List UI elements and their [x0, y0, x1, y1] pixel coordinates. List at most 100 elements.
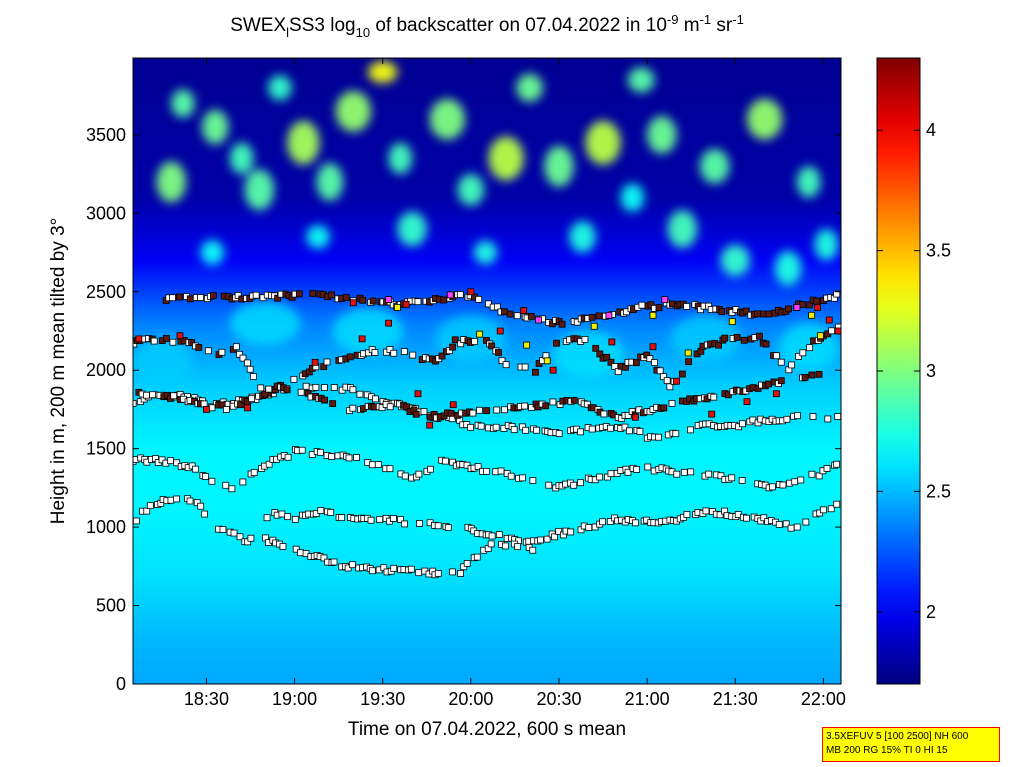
layer-point: [475, 295, 483, 303]
layer-point: [401, 472, 409, 480]
layer-point: [728, 474, 736, 482]
yellow-point: [817, 332, 824, 340]
layer-point: [386, 465, 394, 473]
layer-point: [782, 520, 790, 528]
cloud-blob: [488, 136, 524, 181]
cloud-blob: [814, 229, 839, 261]
layer-point: [284, 513, 292, 521]
y-tick-label: 500: [96, 596, 126, 616]
layer-point: [596, 473, 604, 481]
layer-point: [330, 384, 338, 391]
layer-point: [208, 477, 216, 485]
layer-point: [529, 546, 537, 554]
layer-point: [783, 415, 791, 423]
layer-point: [237, 401, 244, 409]
layer-point: [321, 384, 328, 392]
layer-point: [186, 497, 194, 505]
layer-point: [773, 352, 780, 360]
y-tick-label: 1000: [86, 517, 126, 537]
layer-point: [529, 477, 537, 484]
chart-title: SWEXlSS3 log10 of backscatter on 07.04.2…: [230, 12, 744, 40]
layer-point: [239, 478, 247, 486]
layer-point: [775, 521, 783, 528]
layer-point: [438, 352, 446, 360]
layer-point: [412, 410, 420, 418]
layer-point: [762, 340, 770, 348]
layer-point: [611, 363, 619, 370]
layer-point: [348, 561, 356, 569]
layer-point: [765, 380, 772, 388]
cloud-blob: [647, 116, 677, 154]
layer-point: [501, 308, 508, 316]
layer-point: [169, 294, 176, 302]
layer-point: [330, 558, 338, 566]
layer-point: [754, 310, 761, 318]
x-axis-label: Time on 07.04.2022, 600 s mean: [348, 719, 626, 740]
layer-point: [514, 543, 522, 551]
layer-point: [321, 396, 328, 404]
cloud-blob: [796, 166, 821, 198]
layer-point: [823, 465, 831, 472]
layer-point: [716, 511, 724, 519]
yellow-point: [543, 357, 551, 365]
colorbar-axis: 2 2.5 3 3.5 4: [877, 120, 951, 622]
layer-point: [201, 473, 209, 480]
layer-point: [316, 448, 324, 456]
layer-point: [175, 293, 183, 301]
layer-point: [204, 347, 212, 355]
layer-point: [588, 313, 596, 321]
red-point: [496, 327, 504, 335]
layer-point: [542, 402, 550, 410]
layer-point: [644, 463, 652, 471]
layer-point: [521, 402, 529, 410]
cloud-blob: [397, 211, 427, 247]
layer-point: [346, 353, 354, 361]
y-tick-label: 2000: [86, 360, 126, 380]
layer-point: [188, 339, 196, 346]
layer-point: [265, 460, 273, 468]
layer-point: [143, 391, 150, 399]
layer-point: [570, 481, 578, 489]
layer-point: [651, 359, 658, 366]
yellow-point: [476, 330, 484, 338]
layer-point: [356, 390, 364, 398]
layer-point: [553, 339, 560, 347]
layer-point: [549, 398, 557, 406]
layer-point: [186, 295, 194, 303]
layer-point: [673, 470, 681, 478]
layer-point: [687, 426, 694, 434]
layer-point: [297, 549, 304, 557]
layer-point: [633, 466, 640, 473]
layer-point: [795, 352, 802, 360]
haze-patch: [229, 301, 301, 346]
layer-point: [414, 298, 422, 306]
layer-point: [543, 535, 551, 543]
layer-point: [320, 554, 328, 562]
layer-point: [533, 426, 540, 434]
magenta-point: [385, 296, 392, 304]
layer-point: [218, 401, 226, 409]
layer-point: [779, 481, 787, 489]
x-tick-label: 22:00: [801, 689, 846, 709]
layer-point: [717, 472, 725, 480]
layer-point: [660, 373, 667, 381]
red-point: [244, 404, 251, 412]
layer-point: [317, 507, 325, 514]
layer-point: [487, 540, 495, 548]
cloud-blob: [200, 239, 225, 266]
y-axis: 0 500 1000 1500 2000 2500 3000 3500: [86, 125, 841, 694]
layer-point: [444, 524, 452, 532]
layer-point: [718, 308, 726, 316]
layer-point: [279, 543, 287, 550]
cloud-blob: [585, 120, 621, 165]
layer-point: [274, 294, 282, 302]
layer-point: [592, 344, 600, 352]
layer-point: [222, 406, 230, 413]
layer-point: [678, 370, 686, 378]
layer-point: [801, 374, 809, 381]
layer-point: [600, 410, 608, 418]
layer-point: [624, 468, 632, 476]
layer-point: [327, 508, 335, 516]
layer-point: [621, 423, 629, 431]
